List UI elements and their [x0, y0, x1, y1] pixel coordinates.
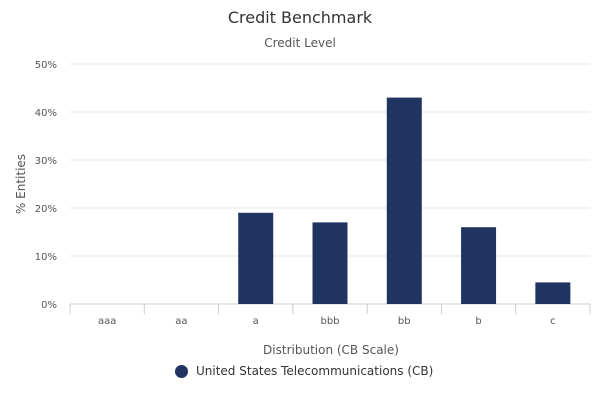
legend-label: United States Telecommunications (CB)	[196, 364, 434, 378]
bar-c	[535, 282, 571, 304]
x-axis-title: Distribution (CB Scale)	[263, 343, 399, 357]
x-tick-label: bbb	[320, 316, 339, 327]
y-axis-title: % Entities	[14, 154, 28, 214]
y-tick-label: 30%	[35, 156, 57, 167]
y-tick-label: 10%	[35, 252, 57, 263]
bar-a	[238, 212, 274, 304]
chart-subtitle: Credit Level	[264, 36, 336, 50]
y-tick-label: 20%	[35, 204, 57, 215]
y-tick-label: 50%	[35, 60, 57, 71]
y-tick-label: 40%	[35, 108, 57, 119]
x-tick-label: b	[475, 316, 481, 327]
x-tick-label: bb	[398, 316, 411, 327]
legend: United States Telecommunications (CB)	[175, 364, 433, 378]
chart-title: Credit Benchmark	[227, 8, 373, 27]
y-tick-label: 0%	[41, 300, 57, 311]
bar-b	[461, 227, 497, 304]
legend-marker-icon	[175, 364, 188, 378]
x-tick-label: a	[253, 316, 259, 327]
bars	[238, 97, 571, 304]
bar-bb	[386, 97, 422, 304]
x-tick-label: aa	[175, 316, 187, 327]
bar-bbb	[312, 222, 348, 304]
y-axis-ticks: 0% 10% 20% 30% 40% 50%	[35, 60, 57, 311]
x-tick-label: c	[550, 316, 556, 327]
x-tick-label: aaa	[98, 316, 116, 327]
x-axis: aaa aa a bbb bb b c	[69, 304, 591, 327]
